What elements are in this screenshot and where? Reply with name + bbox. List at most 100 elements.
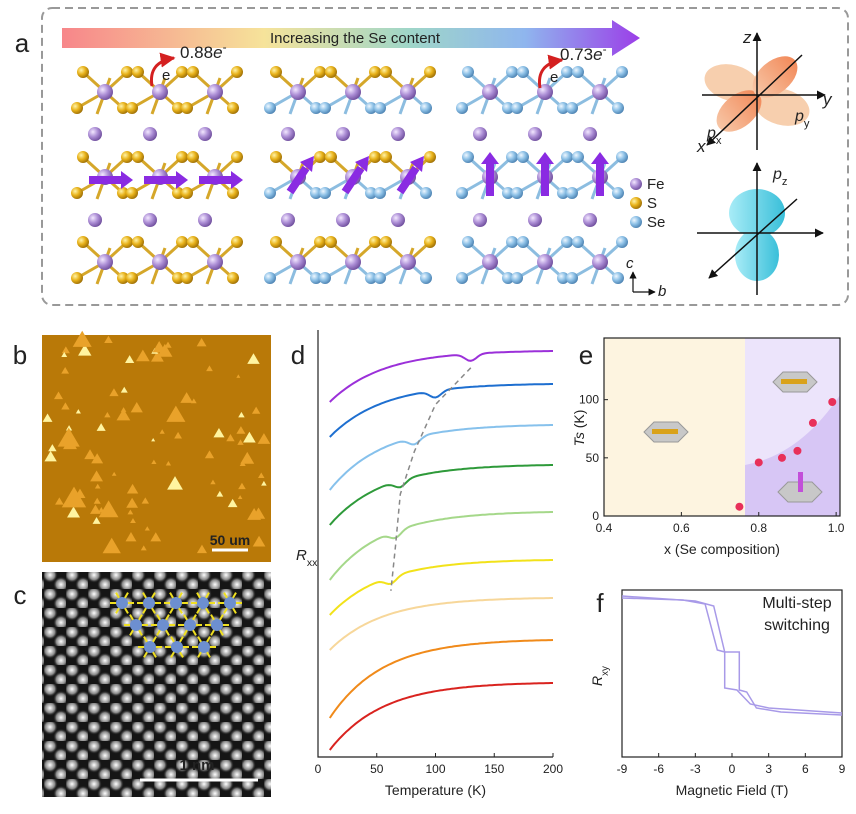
chalcogen-atom [310,272,322,284]
intercalated-fe [583,127,597,141]
chalcogen-atom [561,151,573,163]
chalcogen-atom [132,66,144,78]
chalcogen-atom [181,102,193,114]
chalcogen-atom [126,102,138,114]
flake [98,500,119,518]
y-axis-label: Rxy [589,666,611,686]
chalcogen-atom [456,272,468,284]
x-axis-label: Temperature (K) [385,782,486,798]
axis-label: c [626,255,634,272]
chalcogen-atom [181,187,193,199]
chalcogen-atom [511,102,523,114]
flake [236,426,246,434]
fe-atom [592,84,608,100]
chalcogen-atom [365,272,377,284]
chalcogen-atom [456,102,468,114]
flake [157,343,173,357]
chalcogen-atom [270,236,282,248]
fe-atom [290,84,306,100]
transfer-arrow [537,54,564,89]
chalcogen-atom [566,187,578,199]
text-part: xy [600,666,611,676]
chalcogen-atom [369,236,381,248]
chalcogen-atom [270,66,282,78]
x-tick-label: 0.6 [673,521,690,535]
chalcogen-atom [77,236,89,248]
flake [251,507,266,519]
chalcogen-atom [227,272,239,284]
flake [151,350,164,362]
moment-head [176,171,188,189]
flake [140,545,147,551]
flake [42,413,53,422]
chalcogen-atom [424,66,436,78]
axis-label: z [742,28,752,47]
chalcogen-atom [71,102,83,114]
flake [258,472,265,479]
chalcogen-atom [502,272,514,284]
metal-atom [198,641,210,653]
plot-frame [603,337,841,517]
x-tick-label: 0 [315,762,322,776]
flake [61,346,70,354]
flake [90,470,104,482]
intercalated-fe [336,213,350,227]
moment-head [231,171,243,189]
fe-atom [537,84,553,100]
x-tick-label: 9 [839,762,846,776]
flake [84,449,96,460]
text-part: z [782,176,788,188]
chalcogen-atom [612,272,624,284]
flake [54,391,63,400]
flake [70,492,81,502]
text-part: y [804,118,810,130]
chalcogen-atom [314,151,326,163]
chalcogen-atom [172,187,184,199]
panel-label: b [13,340,27,370]
flake [159,429,165,434]
flake [67,506,81,518]
axis-line [317,330,553,758]
fe-atom [97,84,113,100]
chalcogen-atom [506,236,518,248]
hysteresis-loop [621,595,843,716]
metal-atom [197,597,209,609]
chalcogen-atom [121,151,133,163]
flake [126,497,139,508]
flake [98,507,105,513]
chalcogen-atom [117,102,129,114]
moment-arrow [341,165,365,195]
intercalated-fe [198,213,212,227]
chalcogen-atom [187,151,199,163]
legend-label: Fe [647,176,665,193]
chalcogen-atom [325,66,337,78]
flake [238,411,245,418]
flake [65,425,73,431]
flake [261,480,267,486]
flake [130,402,143,413]
x-tick-label: 0.4 [596,521,613,535]
chalcogen-atom [314,66,326,78]
flake [237,439,244,445]
panel-label: a [15,28,30,58]
flake [165,461,172,466]
chalcogen-atom [319,187,331,199]
text-part: p [794,108,804,125]
text-part: R [589,676,605,686]
chalcogen-atom [511,187,523,199]
chalcogen-atom [561,66,573,78]
flake [216,490,224,497]
intercalated-fe [473,213,487,227]
flake [94,483,101,489]
chalcogen-atom [172,272,184,284]
chalcogen-atom [264,272,276,284]
resistance-curve [329,682,553,751]
text-part: - [223,40,227,54]
fe-atom [400,254,416,270]
x-tick-label: -3 [690,762,701,776]
intercalated-fe [336,127,350,141]
spin-arrow [652,429,678,434]
electron-label: e [550,69,558,86]
panel-label: e [579,340,593,370]
